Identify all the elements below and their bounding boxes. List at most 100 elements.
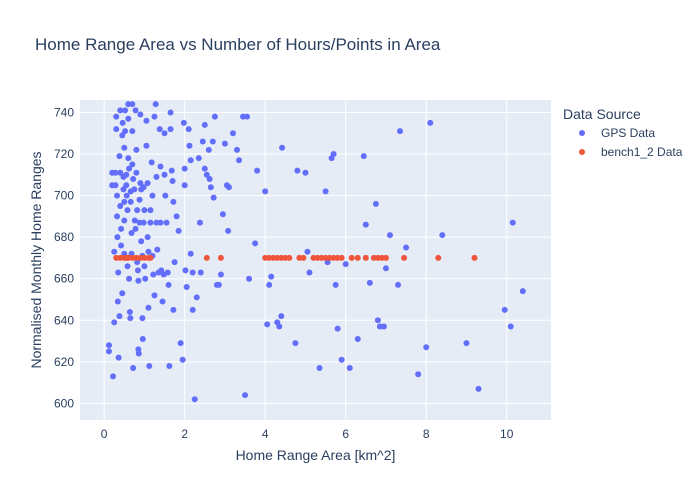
data-point [114,234,121,241]
data-point [342,261,349,268]
data-point [119,290,126,297]
data-point [386,232,393,239]
data-point [114,213,121,220]
data-point [127,315,134,322]
data-point [147,219,154,226]
data-point [132,225,139,232]
data-point [415,371,422,378]
x-tick-label: 4 [262,427,269,441]
data-point [246,275,253,282]
data-point [156,126,163,133]
data-point [302,169,309,176]
data-point [252,240,259,247]
data-point [143,142,150,149]
data-point [229,130,236,137]
data-point [401,254,408,261]
data-point [161,130,168,137]
data-point [201,165,208,172]
data-point [136,196,143,203]
data-point [201,121,208,128]
data-point [124,207,131,214]
data-point [189,306,196,313]
data-point [117,107,124,114]
data-point [182,267,189,274]
data-point [122,107,129,114]
data-point [142,275,149,282]
data-point [123,192,130,199]
data-point [152,101,159,108]
data-point [507,323,514,330]
y-tick-label: 640 [54,313,74,327]
legend-marker [579,130,585,136]
data-point [322,188,329,195]
data-point [132,107,139,114]
data-point [354,254,361,261]
data-point [168,167,175,174]
data-point [129,101,136,108]
data-point [209,138,216,145]
data-point [380,323,387,330]
data-point [135,277,142,284]
data-point [217,254,224,261]
grid-lines [80,100,551,420]
legend-marker [579,149,585,155]
series-bench1-2-data [113,254,478,261]
data-point [242,392,249,399]
data-point [133,146,140,153]
data-point [354,335,361,342]
data-point [215,281,222,288]
data-point [304,248,311,255]
data-point [118,225,125,232]
data-point [115,269,122,276]
data-point [105,342,112,349]
data-point [169,178,176,185]
data-point [330,151,337,158]
data-point [175,227,182,234]
data-point [501,306,508,313]
data-point [110,373,117,380]
data-point [167,109,174,116]
data-point [114,192,121,199]
legend-item[interactable]: GPS Data [579,126,655,140]
data-point [145,248,152,255]
data-point [170,306,177,313]
data-point [116,313,123,320]
data-point [126,275,133,282]
data-point [279,144,286,151]
data-point [150,271,157,278]
data-point [146,362,153,369]
data-point [170,198,177,205]
x-tick-label: 10 [500,427,514,441]
x-tick-label: 2 [181,427,188,441]
data-point [191,396,198,403]
data-point [221,140,228,147]
data-point [116,153,123,160]
data-point [346,365,353,372]
data-point [217,271,224,278]
data-point [139,315,146,322]
data-point [130,175,137,182]
data-point [127,198,134,205]
data-point [334,325,341,332]
legend-item[interactable]: bench1_2 Data [579,145,683,159]
y-tick-label: 720 [54,147,74,161]
data-point [475,385,482,392]
x-tick-label: 6 [342,427,349,441]
data-point [161,171,168,178]
data-point [225,227,232,234]
data-point [203,254,210,261]
series-gps-data [105,101,526,403]
data-point [276,323,283,330]
data-point [196,219,203,226]
data-point [193,294,200,301]
data-point [151,292,158,299]
data-point [113,126,120,133]
y-tick-labels: 600 620 640 660 680 700 720 740 [54,105,74,410]
data-point [171,259,178,266]
data-point [332,281,339,288]
data-point [166,362,173,369]
data-point [129,161,136,168]
data-point [187,157,194,164]
data-point [149,192,156,199]
data-point [122,128,129,135]
